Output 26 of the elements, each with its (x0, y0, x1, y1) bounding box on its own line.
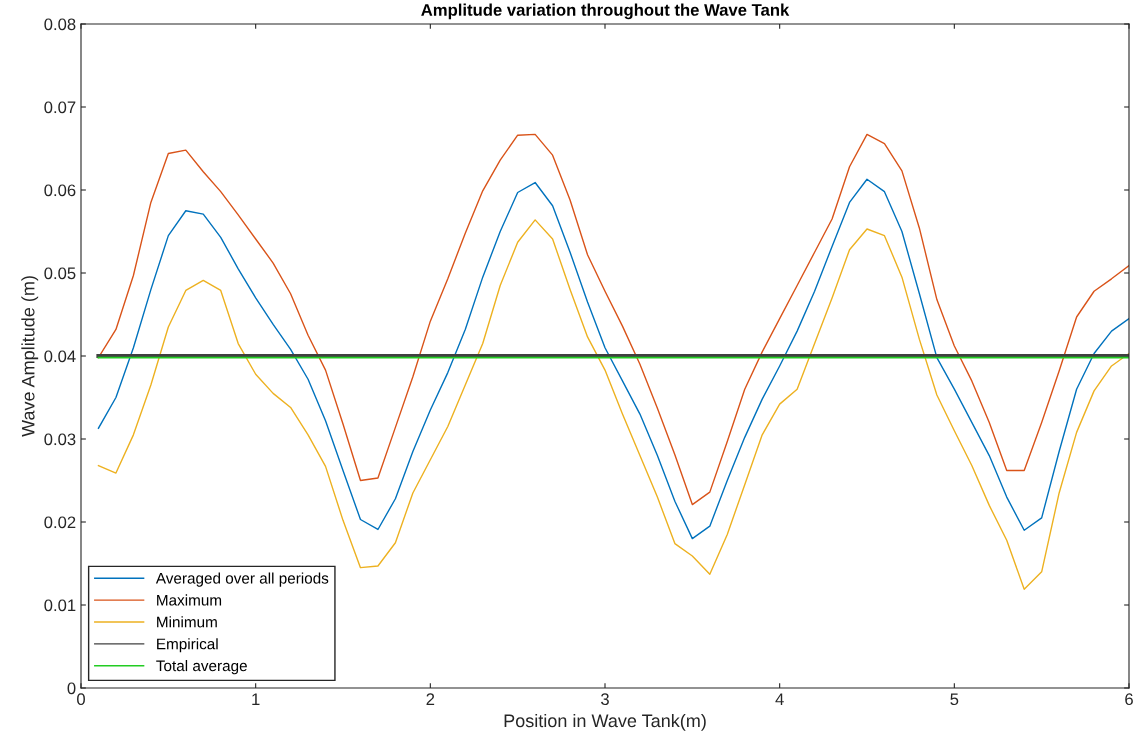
y-tick-label: 0 (67, 682, 76, 695)
y-tick-label: 0.06 (44, 184, 76, 197)
x-tick-label: 3 (601, 693, 609, 706)
y-tick-label: 0.07 (44, 101, 76, 114)
x-axis-title: Position in Wave Tank(m) (504, 713, 706, 731)
x-tick-label: 4 (775, 693, 784, 705)
legend-label: Minimum (157, 616, 217, 628)
x-tick-label: 5 (950, 693, 959, 706)
legend-label: Empirical (157, 638, 218, 653)
x-tick-label: 1 (252, 693, 260, 705)
x-tick-label: 0 (77, 693, 85, 706)
chart-title: Amplitude variation throughout the Wave Tank (421, 3, 790, 20)
x-tick-label: 6 (1125, 693, 1133, 706)
y-tick-label: 0.01 (44, 599, 76, 612)
y-tick-label: 0.05 (44, 267, 76, 280)
y-tick-label: 0.08 (44, 18, 76, 31)
y-tick-label: 0.03 (44, 433, 76, 446)
line-series (97, 133, 1129, 506)
legend-label: Maximum (157, 594, 222, 606)
y-axis-title: Wave Amplitude (m) (21, 276, 39, 437)
legend-label: Total average (156, 660, 247, 675)
legend-label: Averaged over all periods (155, 572, 329, 587)
y-tick-label: 0.04 (44, 350, 76, 363)
x-tick-label: 2 (426, 693, 435, 705)
y-tick-label: 0.02 (44, 516, 76, 529)
line-series (97, 178, 1129, 540)
